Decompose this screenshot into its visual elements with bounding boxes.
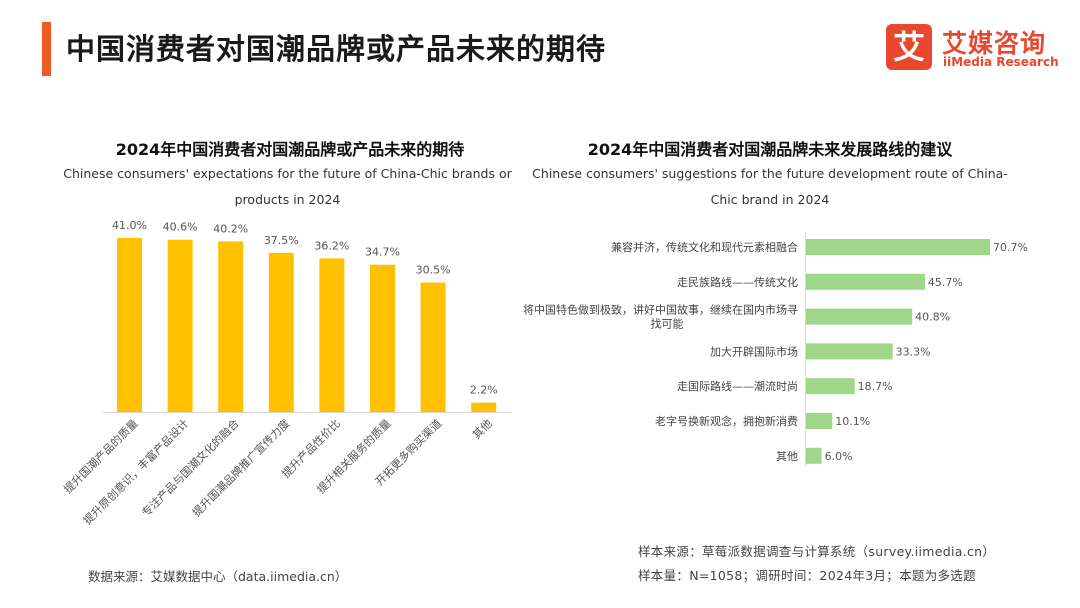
left-chart-subtitle: Chinese consumers' expectations for the … xyxy=(63,166,512,207)
right-category-label-1: 兼容并济，传统文化和现代元素相融合 xyxy=(611,240,798,254)
left-bar-value-label-6: 34.7% xyxy=(365,246,400,259)
right-category-label-5: 走国际路线——潮流时尚 xyxy=(677,379,798,393)
right-bar-4 xyxy=(806,343,893,360)
right-category-label-6: 老字号换新观念，拥抱新消费 xyxy=(655,414,798,428)
left-bar-8 xyxy=(471,402,497,412)
left-bar-value-label-7: 30.5% xyxy=(416,264,451,277)
left-bar-value-label-2: 40.6% xyxy=(163,221,198,234)
left-data-source: 数据来源：艾媒数据中心（data.iimedia.cn） xyxy=(88,569,348,584)
right-sample-source: 样本来源：草莓派数据调查与计算系统（survey.iimedia.cn） xyxy=(638,544,996,559)
right-sample-info: 样本量：N=1058；调研时间：2024年3月；本题为多选题 xyxy=(638,568,976,583)
left-bar-1 xyxy=(117,238,142,412)
right-chart-subtitle: Chinese consumers' suggestions for the f… xyxy=(532,166,1008,207)
right-bar-1 xyxy=(806,239,990,255)
right-bar-value-label-7: 6.0% xyxy=(825,450,853,463)
logo-name-en: iiMedia Research xyxy=(943,55,1059,69)
page-title: 中国消费者对国潮品牌或产品未来的期待 xyxy=(66,32,607,66)
left-bar-5 xyxy=(319,258,345,412)
right-category-label-2: 走民族路线——传统文化 xyxy=(677,275,798,289)
right-chart-title: 2024年中国消费者对国潮品牌未来发展路线的建议 xyxy=(587,140,953,159)
right-category-label-3: 将中国特色做到极致，讲好中国故事，继续在国内市场寻找可能 xyxy=(523,303,798,331)
right-bar-3 xyxy=(806,308,913,325)
right-bar-value-label-3: 40.8% xyxy=(915,311,950,324)
left-bar-3 xyxy=(218,241,244,412)
right-bar-value-label-4: 33.3% xyxy=(896,345,931,358)
right-bar-value-label-1: 70.7% xyxy=(993,241,1028,254)
left-category-label-3: 专注产品与国潮文化的融合 xyxy=(139,416,242,519)
right-category-label-4: 加大开辟国际市场 xyxy=(710,344,798,358)
left-bar-value-label-4: 37.5% xyxy=(264,234,299,247)
left-category-label-4: 提升国潮品牌推广宣传力度 xyxy=(189,416,292,519)
left-bar-4 xyxy=(268,252,294,412)
left-bar-value-label-3: 40.2% xyxy=(213,222,248,235)
left-bar-value-label-1: 41.0% xyxy=(112,219,147,232)
logo-name-cn: 艾媒咨询 xyxy=(942,29,1047,58)
logo-mark: 艾 xyxy=(886,24,932,70)
right-bar-5 xyxy=(806,378,855,395)
right-bar-2 xyxy=(806,273,925,290)
right-category-label-7: 其他 xyxy=(776,450,798,463)
left-bar-value-label-5: 36.2% xyxy=(314,239,349,252)
left-bar-7 xyxy=(420,282,446,412)
left-category-label-8: 其他 xyxy=(470,417,495,442)
left-chart-title: 2024年中国消费者对国潮品牌或产品未来的期待 xyxy=(115,140,465,159)
right-bar-7 xyxy=(806,447,822,464)
right-bar-value-label-2: 45.7% xyxy=(928,276,963,289)
right-bar-value-label-5: 18.7% xyxy=(858,380,893,393)
right-bar-value-label-6: 10.1% xyxy=(835,415,870,428)
left-bar-2 xyxy=(167,239,193,412)
left-category-label-2: 提升原创意识，丰富产品设计 xyxy=(80,416,191,527)
left-bar-6 xyxy=(370,264,395,412)
right-bar-6 xyxy=(806,413,833,429)
title-accent-bar xyxy=(42,22,51,76)
iimedia-logo: 艾 艾媒咨询 iiMedia Research xyxy=(886,24,1066,74)
left-bar-value-label-8: 2.2% xyxy=(470,384,498,397)
